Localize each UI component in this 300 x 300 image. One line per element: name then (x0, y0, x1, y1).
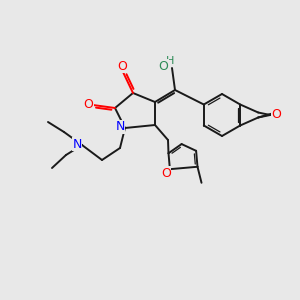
Text: O: O (271, 109, 281, 122)
Text: O: O (161, 167, 171, 180)
Text: O: O (83, 98, 93, 112)
Text: O: O (117, 59, 127, 73)
Text: N: N (115, 121, 125, 134)
Text: H: H (166, 56, 174, 66)
Text: O: O (158, 59, 168, 73)
Text: N: N (72, 137, 82, 151)
